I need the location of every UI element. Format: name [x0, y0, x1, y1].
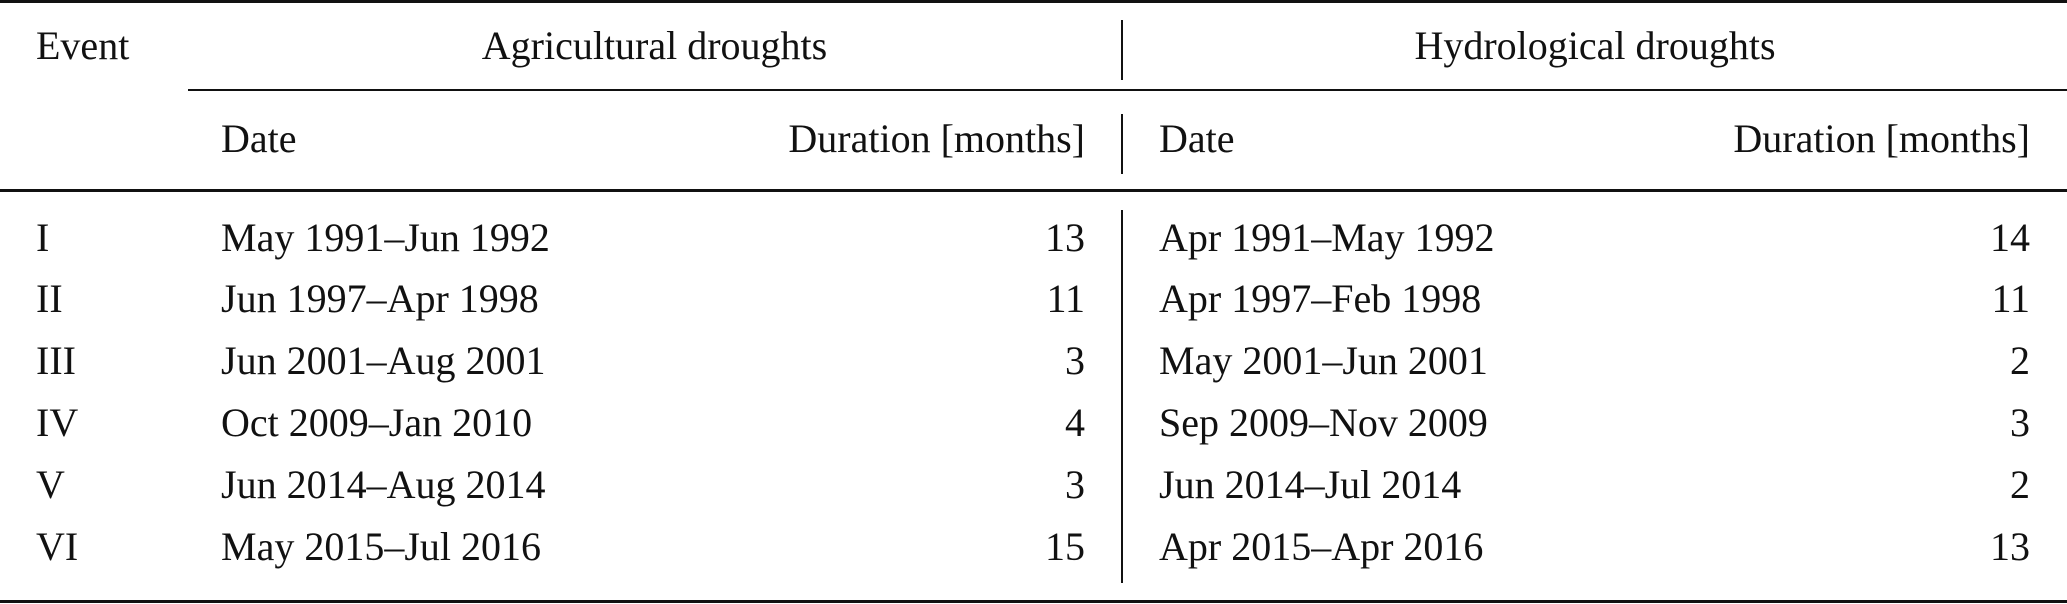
hydro-date-cell: Apr 2015–Apr 2016 — [1159, 524, 1484, 569]
hydro-date-cell: Apr 1997–Feb 1998 — [1159, 276, 1482, 321]
agri-date-cell: Jun 2001–Aug 2001 — [221, 338, 546, 383]
hydro-date-cell: Apr 1991–May 1992 — [1159, 215, 1495, 260]
agri-duration-cell: 11 — [1046, 276, 1085, 321]
event-cell: II — [36, 276, 63, 321]
hydro-duration-cell: 11 — [1991, 276, 2030, 321]
agri-duration-cell: 13 — [1045, 215, 1085, 260]
hydro-date-cell: Sep 2009–Nov 2009 — [1159, 400, 1488, 445]
event-cell: I — [36, 215, 50, 260]
bottom-rule — [0, 600, 2067, 603]
agri-date-cell: Jun 2014–Aug 2014 — [221, 462, 546, 507]
header-hydro-duration: Duration [months] — [1733, 116, 2030, 161]
header-agricultural-droughts: Agricultural droughts — [481, 23, 828, 68]
header-hydro-date: Date — [1159, 116, 1235, 161]
agri-date-cell: May 1991–Jun 1992 — [221, 215, 550, 260]
agri-date-cell: Jun 1997–Apr 1998 — [221, 276, 539, 321]
vertical-divider — [1121, 20, 1123, 80]
agri-date-cell: Oct 2009–Jan 2010 — [221, 400, 533, 445]
group-rule — [188, 89, 2067, 91]
header-hydrological-droughts: Hydrological droughts — [1414, 23, 1776, 68]
hydro-duration-cell: 3 — [2010, 400, 2030, 445]
header-agri-date: Date — [221, 116, 297, 161]
header-agri-duration: Duration [months] — [788, 116, 1085, 161]
agri-duration-cell: 15 — [1045, 524, 1085, 569]
hydro-date-cell: Jun 2014–Jul 2014 — [1159, 462, 1462, 507]
event-cell: VI — [36, 524, 79, 569]
vertical-divider — [1121, 210, 1123, 583]
hydro-date-cell: May 2001–Jun 2001 — [1159, 338, 1488, 383]
hydro-duration-cell: 2 — [2010, 338, 2030, 383]
vertical-divider — [1121, 114, 1123, 174]
header-event: Event — [36, 23, 130, 68]
hydro-duration-cell: 2 — [2010, 462, 2030, 507]
agri-duration-cell: 3 — [1065, 462, 1085, 507]
header-rule — [0, 189, 2067, 192]
hydro-duration-cell: 13 — [1990, 524, 2030, 569]
top-rule — [0, 0, 2067, 3]
event-cell: V — [36, 462, 65, 507]
event-cell: III — [36, 338, 76, 383]
agri-duration-cell: 3 — [1065, 338, 1085, 383]
agri-date-cell: May 2015–Jul 2016 — [221, 524, 541, 569]
agri-duration-cell: 4 — [1065, 400, 1085, 445]
hydro-duration-cell: 14 — [1990, 215, 2030, 260]
event-cell: IV — [36, 400, 79, 445]
